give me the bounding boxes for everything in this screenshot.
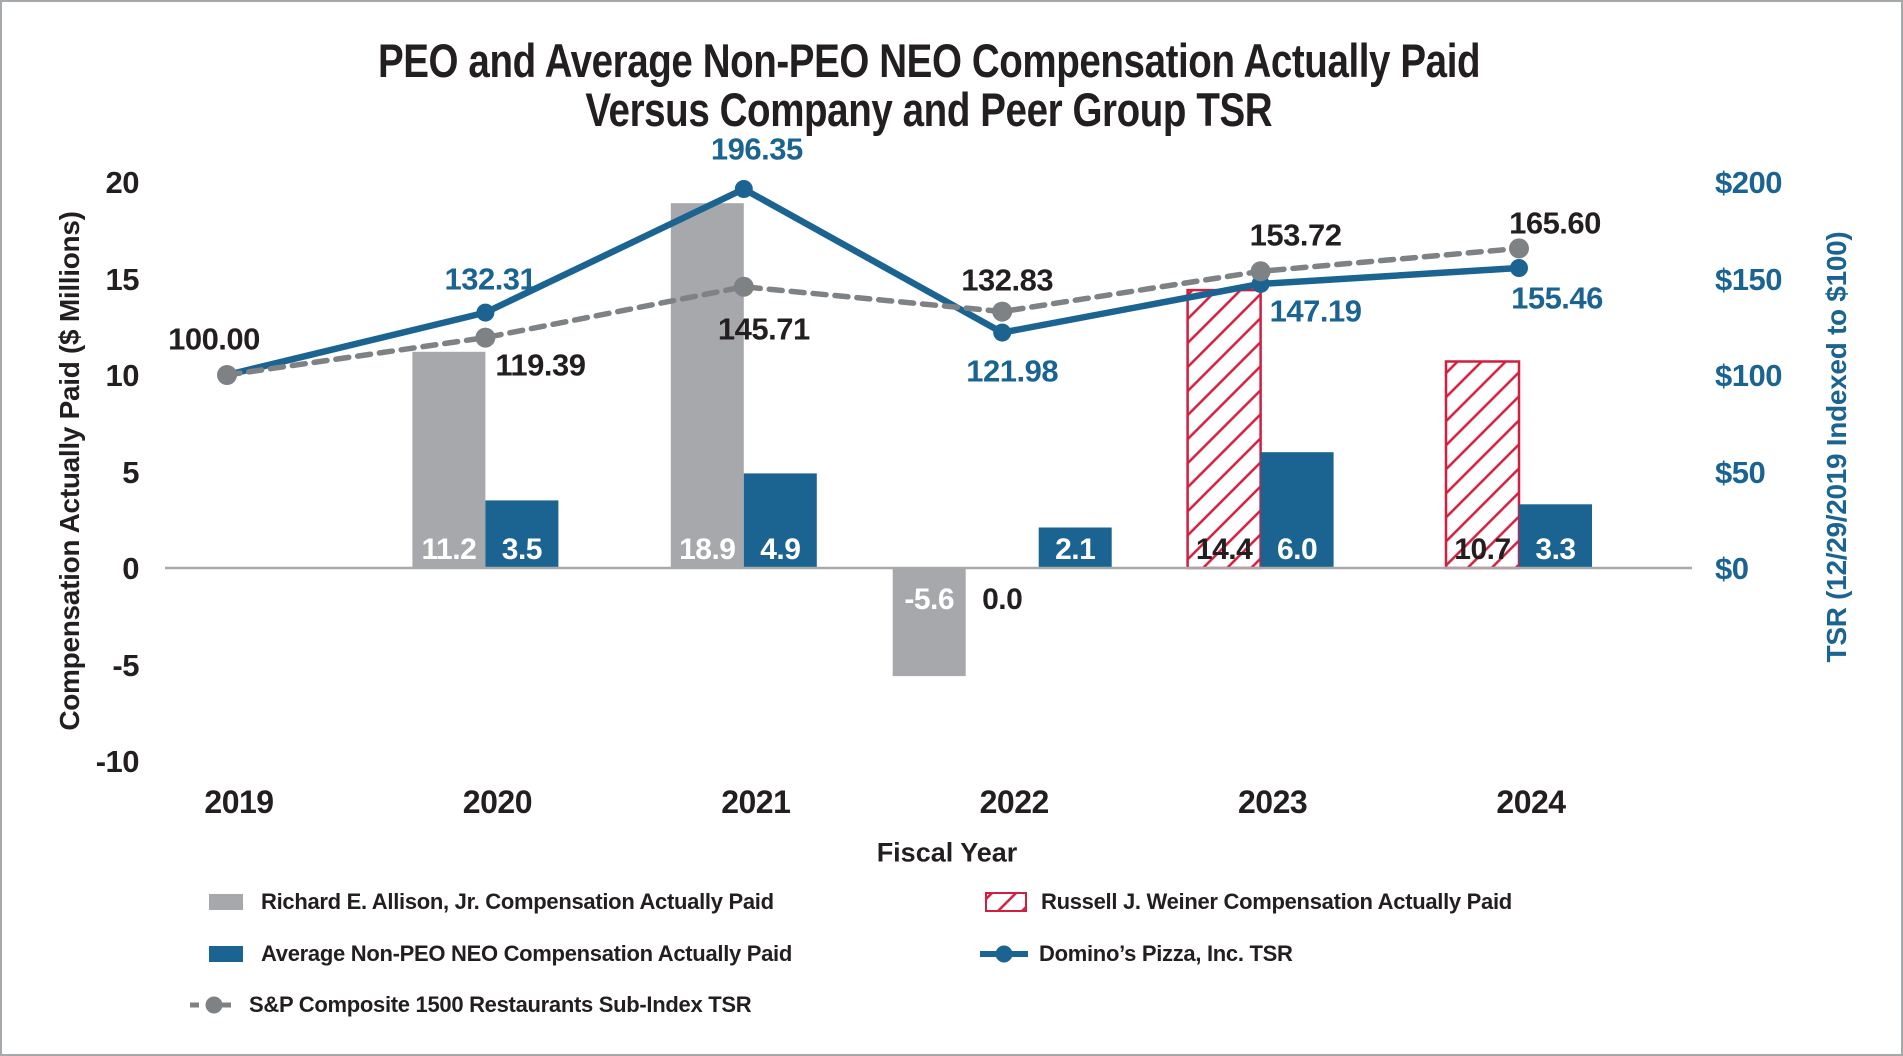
marker-dpz-2021 xyxy=(734,180,753,198)
legend-item-label: Domino’s Pizza, Inc. TSR xyxy=(1039,941,1293,966)
gray-dashed-line-marker-swatch xyxy=(190,996,238,1014)
point-label-2022: 132.83 xyxy=(961,262,1054,298)
right-axis-tick-$50: $50 xyxy=(1715,454,1766,490)
marker-dpz-2020 xyxy=(476,303,495,322)
chart-title-line2: Versus Company and Peer Group TSR xyxy=(585,83,1273,136)
marker-dpz-2024 xyxy=(1510,259,1528,277)
point-label-2020: 132.31 xyxy=(444,261,537,297)
left-axis-tick-20: 20 xyxy=(105,165,140,200)
bars-group xyxy=(412,203,1592,677)
lines-group xyxy=(217,180,1529,385)
legend-item-label: S&P Composite 1500 Restaurants Sub-Index… xyxy=(249,992,752,1017)
bar-value-label-2020: 11.2 xyxy=(421,533,477,566)
bar-average-2023 xyxy=(1260,452,1334,568)
marker-sp-2021 xyxy=(733,276,754,297)
point-label-2023: 147.19 xyxy=(1269,293,1362,329)
bar-value-label-2022: -5.6 xyxy=(904,583,955,616)
chart-title-line1: PEO and Average Non-PEO NEO Compensation… xyxy=(377,34,1481,87)
point-label-2021: 196.35 xyxy=(710,131,803,167)
chart-title: PEO and Average Non-PEO NEO Compensation… xyxy=(2,37,1856,84)
bar-value-label-2023: 14.4 xyxy=(1195,533,1253,566)
bar-value-label-2022: 2.1 xyxy=(1055,533,1096,566)
legend-item-3: Domino’s Pizza, Inc. TSR xyxy=(980,943,1293,965)
bar-richard-2020 xyxy=(412,351,486,568)
left-axis-tick-10: 10 xyxy=(105,358,140,393)
bar-average-2024 xyxy=(1519,504,1592,568)
right-axis-tick-$100: $100 xyxy=(1715,358,1782,393)
bar-value-label-2024: 3.3 xyxy=(1535,533,1576,566)
left-axis-tick-15: 15 xyxy=(105,261,140,297)
line-sp-index-tsr xyxy=(224,245,1522,378)
blue-line-marker-swatch xyxy=(980,945,1028,963)
right-axis-title: TSR (12/29/2019 Indexed to $100) xyxy=(1821,231,1852,663)
x-axis-label-2019: 2019 xyxy=(204,784,274,820)
gray-solid-bar-swatch xyxy=(209,894,243,910)
marker-dpz-2022 xyxy=(993,323,1012,342)
bar-value-label-2023: 6.0 xyxy=(1276,533,1318,566)
legend-item-1: Russell J. Weiner Compensation Actually … xyxy=(982,891,1512,913)
right-axis-tick-$200: $200 xyxy=(1715,165,1782,200)
point-label-2024: 155.46 xyxy=(1511,280,1603,316)
bar-value-label-2022: 0.0 xyxy=(982,583,1023,616)
x-axis-label-2022: 2022 xyxy=(979,784,1050,820)
red-hatched-bar-swatch xyxy=(985,892,1027,912)
bar-value-label-2021: 18.9 xyxy=(679,533,736,566)
marker-sp-2022 xyxy=(992,301,1013,322)
x-axis-label-2023: 2023 xyxy=(1238,784,1308,820)
x-axis-title: Fiscal Year xyxy=(876,837,1018,868)
marker-sp-2019 xyxy=(217,365,237,385)
point-label-2024: 165.60 xyxy=(1509,205,1601,241)
right-axis-tick-$0: $0 xyxy=(1715,551,1749,586)
legend-item-0: Richard E. Allison, Jr. Compensation Act… xyxy=(202,891,774,913)
marker-sp-2024 xyxy=(1509,238,1529,259)
marker-sp-2023 xyxy=(1250,261,1271,282)
bar-value-label-2020: 3.5 xyxy=(501,533,543,566)
x-axis-label-2024: 2024 xyxy=(1496,784,1566,820)
x-axis-label-2021: 2021 xyxy=(721,784,791,820)
point-label-2023: 153.72 xyxy=(1249,217,1342,253)
point-label-2022: 121.98 xyxy=(966,353,1059,389)
left-axis-tick-0: 0 xyxy=(122,551,139,586)
line-dominos-tsr xyxy=(223,185,1523,379)
bar-richard-2021 xyxy=(670,203,744,568)
x-axis-label-2020: 2020 xyxy=(462,784,533,820)
left-axis-tick--5: -5 xyxy=(112,647,139,683)
point-label-2021: 145.71 xyxy=(717,311,810,347)
bar-value-label-2021: 4.9 xyxy=(760,533,801,566)
legend-item-4: S&P Composite 1500 Restaurants Sub-Index… xyxy=(190,992,752,1017)
chart-subtitle: Versus Company and Peer Group TSR xyxy=(2,86,1856,133)
bar-russell-2023 xyxy=(1186,288,1262,570)
blue-solid-bar-swatch xyxy=(209,946,243,962)
marker-sp-2020 xyxy=(475,327,496,348)
point-label-2019: 100.00 xyxy=(168,321,260,357)
left-axis-tick--10: -10 xyxy=(95,744,140,779)
left-axis-tick-5: 5 xyxy=(122,454,139,490)
legend-item-label: Richard E. Allison, Jr. Compensation Act… xyxy=(261,889,774,914)
legend-item-label: Russell J. Weiner Compensation Actually … xyxy=(1041,889,1512,914)
bar-average-2020 xyxy=(485,500,559,568)
bar-richard-2022 xyxy=(892,568,966,677)
bar-value-label-2024: 10.7 xyxy=(1454,533,1511,566)
legend-item-label: Average Non-PEO NEO Compensation Actuall… xyxy=(261,941,793,966)
right-axis-tick-$150: $150 xyxy=(1715,261,1782,297)
legend-item-2: Average Non-PEO NEO Compensation Actuall… xyxy=(202,943,792,965)
bar-average-2021 xyxy=(743,473,817,568)
bar-russell-2024 xyxy=(1444,360,1521,570)
bar-average-2022 xyxy=(1038,527,1112,568)
point-label-2020: 119.39 xyxy=(495,347,586,383)
